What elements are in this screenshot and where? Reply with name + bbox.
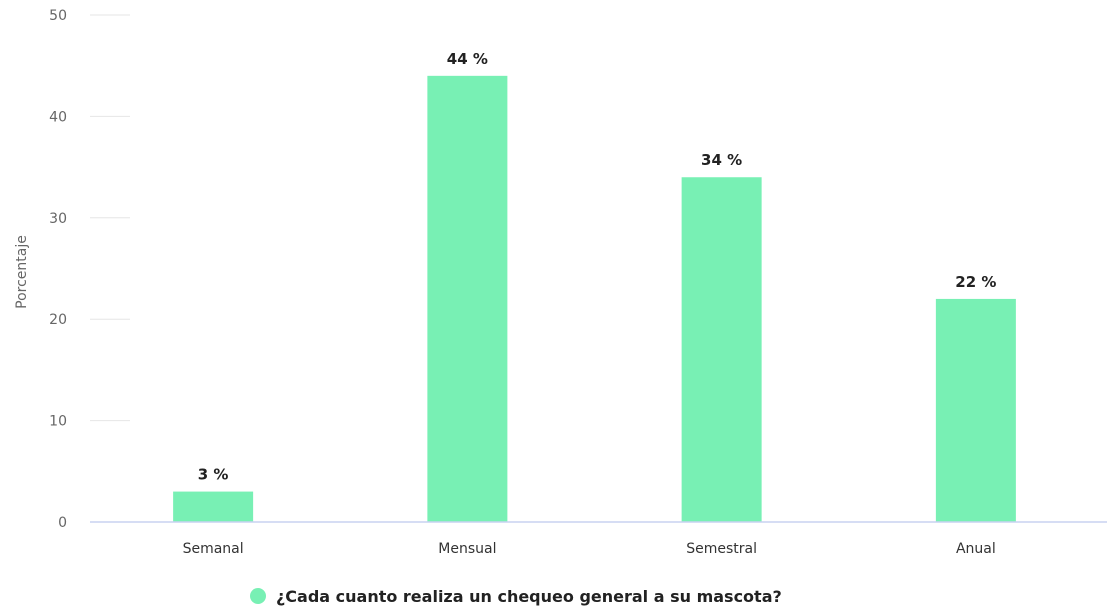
x-axis: Semanal Mensual Semestral Anual bbox=[90, 521, 1107, 557]
y-tick-label: 30 bbox=[49, 211, 67, 227]
y-axis: 0 10 20 30 40 50 bbox=[49, 8, 130, 531]
bar[interactable] bbox=[427, 75, 508, 522]
legend-marker[interactable] bbox=[250, 588, 266, 604]
bar-value-label: 3 % bbox=[198, 466, 229, 484]
x-tick-label: Mensual bbox=[438, 541, 496, 557]
y-tick-label: 20 bbox=[49, 312, 67, 328]
legend-label[interactable]: ¿Cada cuanto realiza un chequeo general … bbox=[276, 587, 782, 606]
legend[interactable]: ¿Cada cuanto realiza un chequeo general … bbox=[250, 587, 782, 606]
bar-value-label: 34 % bbox=[701, 151, 742, 169]
y-tick-label: 50 bbox=[49, 8, 67, 24]
bars-group: 3 % 44 % 34 % 22 % bbox=[173, 50, 1016, 523]
bar[interactable] bbox=[173, 491, 254, 522]
y-tick-label: 40 bbox=[49, 109, 67, 125]
x-tick-label: Semanal bbox=[183, 541, 244, 557]
y-axis-title: Porcentaje bbox=[14, 235, 30, 309]
x-tick-label: Anual bbox=[956, 541, 996, 557]
bar[interactable] bbox=[935, 298, 1016, 522]
y-tick-label: 10 bbox=[49, 414, 67, 430]
bar-value-label: 22 % bbox=[955, 273, 996, 291]
x-tick-label: Semestral bbox=[686, 541, 757, 557]
bar[interactable] bbox=[681, 177, 762, 523]
bar-value-label: 44 % bbox=[447, 50, 488, 68]
y-tick-label: 0 bbox=[58, 515, 67, 531]
